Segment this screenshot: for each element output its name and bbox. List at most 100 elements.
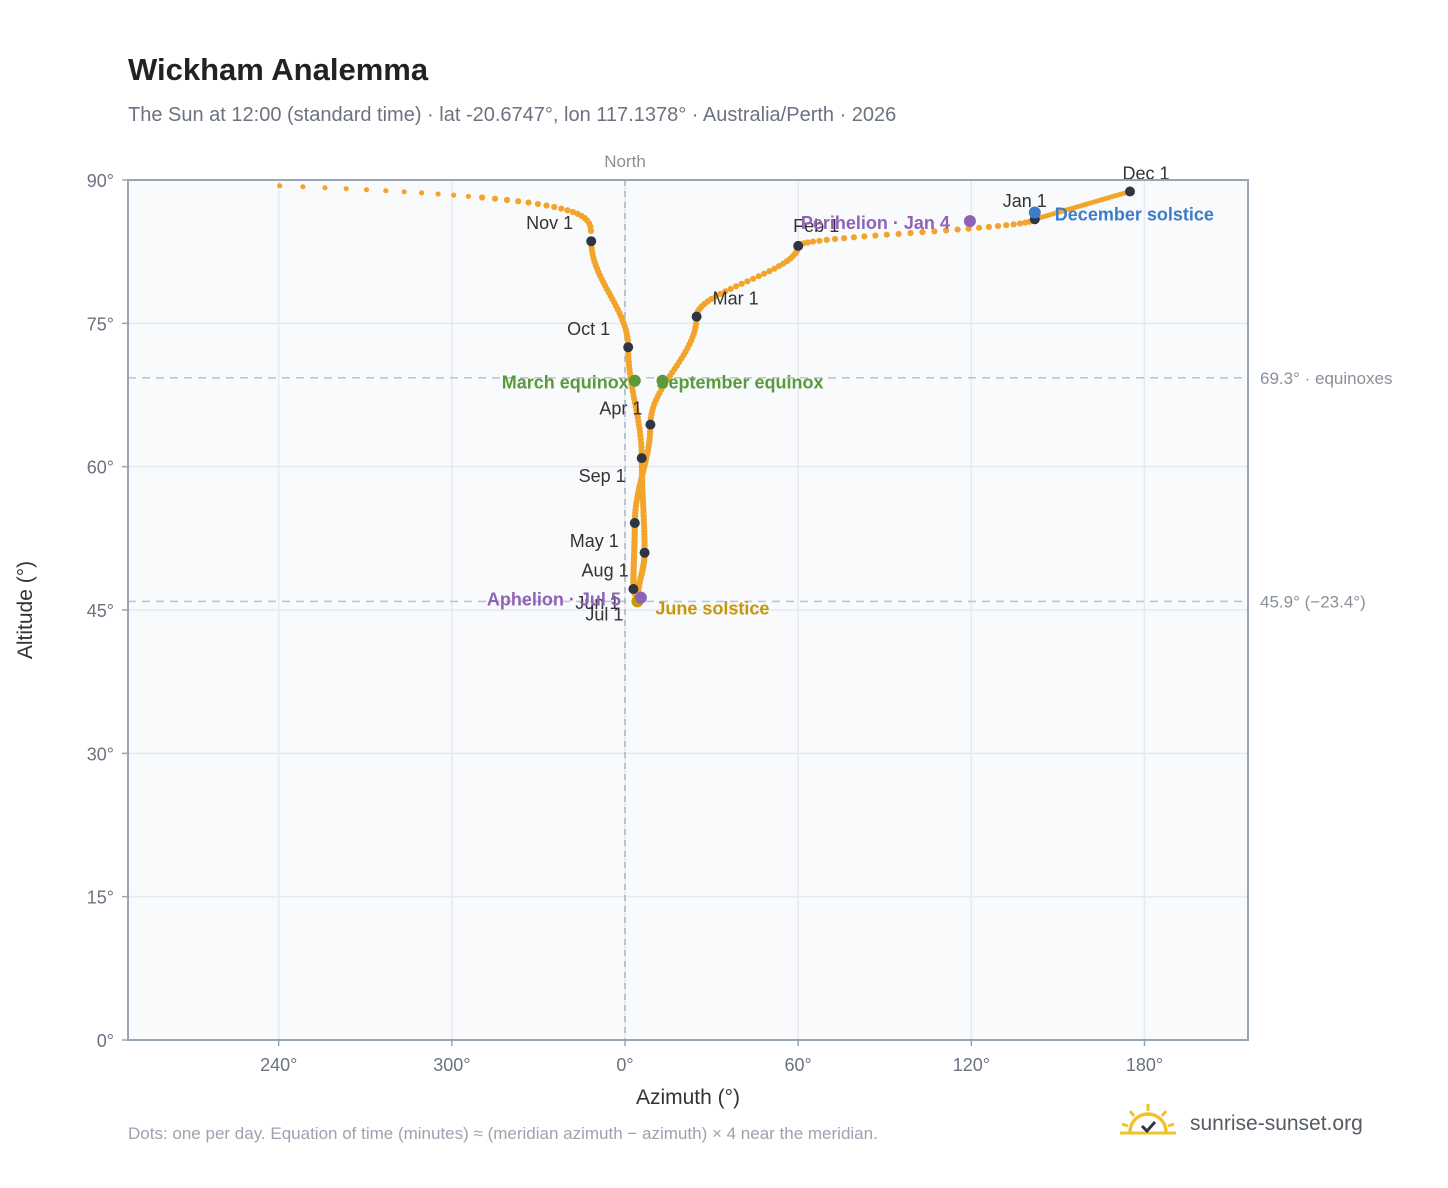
month-marker-label: Jan 1 xyxy=(1003,191,1047,211)
daily-sun-dot xyxy=(883,231,890,238)
daily-sun-dot xyxy=(919,229,926,236)
x-axis-ticks: 240° 300° 0° 60° 120° 180° xyxy=(260,1040,1163,1075)
daily-sun-dot xyxy=(277,183,283,189)
x-tick-label: 0° xyxy=(616,1055,633,1075)
reference-lines: 69.3° · equinoxes 45.9° (−23.4°) xyxy=(128,369,1393,611)
x-axis-title: Azimuth (°) xyxy=(636,1086,740,1109)
daily-sun-dot xyxy=(755,273,762,280)
daily-sun-dot xyxy=(954,226,961,233)
daily-sun-dot xyxy=(750,275,757,282)
daily-sun-dot xyxy=(363,187,370,193)
chart-subtitle: The Sun at 12:00 (standard time) · lat -… xyxy=(128,104,897,126)
daily-sun-dot xyxy=(569,208,577,216)
month-marker-label: Jun 1 xyxy=(575,593,619,613)
month-marker xyxy=(623,342,634,353)
north-label: North xyxy=(604,152,646,171)
daily-sun-dot xyxy=(465,193,471,199)
month-marker xyxy=(586,236,597,247)
daily-sun-dot xyxy=(343,186,349,192)
y-tick-label: 15° xyxy=(87,888,114,908)
daily-sun-dot xyxy=(872,232,879,239)
event-marker xyxy=(628,374,641,387)
event-label: September equinox xyxy=(657,373,824,393)
event-marker xyxy=(634,591,647,604)
sun-logo-icon xyxy=(1120,1104,1176,1135)
y-tick-label: 45° xyxy=(87,601,114,621)
daily-sun-dot xyxy=(722,288,729,295)
daily-sun-dot xyxy=(861,233,868,240)
daily-sun-dot xyxy=(931,228,938,235)
daily-sun-dot xyxy=(831,235,839,243)
daily-sun-dot xyxy=(965,225,972,232)
daily-sun-dot xyxy=(738,280,745,287)
daily-sun-dot xyxy=(1022,219,1029,226)
y-tick-label: 60° xyxy=(87,458,114,478)
daily-sun-dot xyxy=(823,236,830,243)
event-marker xyxy=(656,374,669,387)
daily-sun-dot xyxy=(300,184,306,190)
reference-line-label: 69.3° · equinoxes xyxy=(1260,369,1393,388)
daily-sun-dot xyxy=(491,195,499,202)
daily-sun-dot xyxy=(534,200,542,208)
month-marker xyxy=(793,240,804,251)
daily-sun-dot xyxy=(383,188,389,194)
y-axis-ticks: 0° 15° 30° 45° 60° 75° 90° xyxy=(87,171,128,1051)
event-marker xyxy=(963,215,976,228)
daily-sun-dot xyxy=(895,230,902,237)
daily-sun-dot xyxy=(994,223,1002,230)
month-marker-label: Apr 1 xyxy=(599,399,642,419)
daily-sun-dot xyxy=(850,234,858,241)
month-marker xyxy=(691,311,702,322)
daily-sun-dot xyxy=(435,191,441,197)
month-marker xyxy=(636,453,647,464)
daily-sun-dot xyxy=(771,265,778,272)
footnote: Dots: one per day. Equation of time (min… xyxy=(128,1124,878,1143)
event-label: December solstice xyxy=(1055,205,1214,225)
daily-sun-dot xyxy=(558,205,565,212)
daily-sun-dot xyxy=(985,223,993,230)
x-tick-label: 60° xyxy=(785,1055,812,1075)
daily-sun-dot xyxy=(525,199,532,206)
brand-text: sunrise-sunset.org xyxy=(1190,1112,1363,1135)
month-marker-label: Nov 1 xyxy=(526,213,573,233)
daily-sun-dot xyxy=(574,210,581,217)
month-marker-label: Mar 1 xyxy=(713,289,759,309)
x-tick-label: 240° xyxy=(260,1055,297,1075)
y-tick-label: 75° xyxy=(87,314,114,334)
daily-sun-dot xyxy=(744,278,751,285)
y-tick-label: 90° xyxy=(87,171,114,191)
daily-sun-dot xyxy=(809,238,817,245)
daily-sun-dot xyxy=(733,283,740,290)
daily-sun-dot xyxy=(727,285,734,292)
daily-sun-dot xyxy=(564,207,571,214)
month-marker-label: Dec 1 xyxy=(1122,164,1169,184)
daily-sun-dot xyxy=(551,203,558,211)
daily-sun-dot xyxy=(766,268,773,275)
x-tick-label: 180° xyxy=(1126,1055,1163,1075)
daily-sun-dot xyxy=(943,227,950,234)
y-tick-label: 0° xyxy=(97,1031,114,1051)
reference-line-label: 45.9° (−23.4°) xyxy=(1260,592,1366,611)
month-marker-label: Feb 1 xyxy=(793,216,839,236)
daily-sun-dot xyxy=(515,198,522,205)
daily-sun-dot xyxy=(907,229,914,237)
daily-sun-dot xyxy=(775,263,783,270)
event-label: March equinox xyxy=(502,373,629,393)
event-label: Aphelion · Jul 5 xyxy=(487,590,621,610)
event-markers: March equinox September equinox June solst… xyxy=(487,205,1214,619)
month-marker-label: Jul 1 xyxy=(585,604,623,624)
x-tick-label: 120° xyxy=(953,1055,990,1075)
daily-sun-dot xyxy=(717,290,724,297)
month-marker-label: Sep 1 xyxy=(579,466,626,486)
month-marker-label: Oct 1 xyxy=(567,319,610,339)
chart-title: Wickham Analemma xyxy=(128,52,429,87)
event-label: June solstice xyxy=(655,598,769,618)
month-marker-label: May 1 xyxy=(570,531,619,551)
month-marker-label: Aug 1 xyxy=(582,561,629,581)
daily-sun-dot xyxy=(451,192,457,198)
brand[interactable]: sunrise-sunset.org xyxy=(1120,1102,1363,1146)
daily-sun-dot xyxy=(322,185,328,191)
daily-sun-dot xyxy=(1016,220,1024,227)
